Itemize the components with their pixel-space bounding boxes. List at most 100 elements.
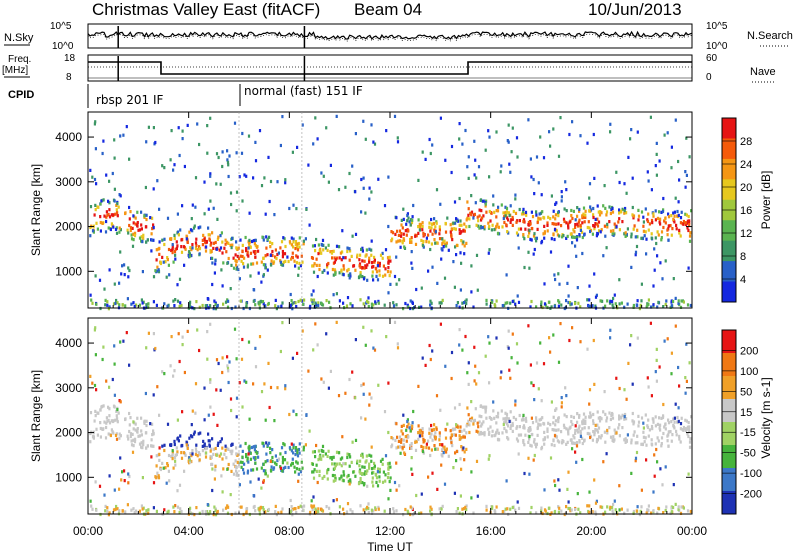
velocity-cell	[529, 426, 532, 430]
velocity-cell	[136, 416, 139, 420]
power-cell	[378, 269, 381, 273]
power-cell	[560, 199, 563, 203]
velocity-cell	[435, 394, 439, 398]
power-cell	[522, 218, 526, 222]
power-cell	[598, 213, 602, 217]
power-cell	[264, 254, 267, 258]
power-cell	[107, 199, 110, 203]
velocity-cell	[304, 443, 307, 447]
velocity-cell	[360, 383, 363, 388]
velocity-cell	[103, 420, 106, 424]
velocity-cell	[327, 467, 330, 472]
power-cell	[664, 221, 667, 225]
velocity-cell	[660, 444, 663, 448]
power-cell	[621, 220, 624, 224]
power-cell	[384, 267, 387, 271]
velocity-cell	[602, 460, 605, 464]
velocity-cell	[654, 370, 657, 374]
velocity-cell	[188, 458, 191, 462]
x-tick-label: 00:00	[677, 524, 707, 538]
velocity-cell	[435, 427, 438, 431]
velocity-cell	[559, 322, 562, 326]
velocity-cell	[106, 419, 109, 423]
power-cell	[467, 155, 470, 159]
velocity-cell	[234, 511, 237, 515]
power-cell	[126, 228, 129, 232]
power-cell	[177, 233, 180, 237]
power-cell	[405, 222, 408, 226]
velocity-cell	[182, 451, 186, 455]
velocity-cell	[389, 488, 392, 492]
velocity-cell	[584, 419, 587, 423]
power-cell	[264, 263, 267, 267]
velocity-cell	[314, 455, 317, 459]
velocity-cell	[446, 422, 449, 426]
velocity-cell	[321, 476, 324, 480]
power-cell	[621, 207, 624, 211]
velocity-cell	[543, 442, 546, 446]
velocity-cell	[686, 432, 689, 436]
velocity-cell	[503, 509, 506, 514]
power-cell	[206, 151, 209, 155]
velocity-cell	[519, 433, 523, 437]
power-cell	[560, 224, 563, 228]
power-cell	[464, 299, 467, 303]
velocity-cell	[618, 417, 621, 421]
power-cell	[537, 216, 540, 220]
power-cell	[294, 240, 298, 244]
power-cell	[583, 233, 586, 237]
power-cell	[225, 250, 228, 254]
velocity-cell	[156, 471, 159, 475]
velocity-cell	[603, 390, 606, 394]
power-cell	[376, 264, 379, 268]
velocity-cell	[489, 425, 492, 429]
power-cell	[420, 238, 423, 243]
velocity-cell	[679, 440, 682, 444]
power-cell	[689, 231, 692, 235]
power-colorbar-swatch	[722, 138, 736, 160]
velocity-cell	[157, 476, 161, 480]
velocity-cell	[384, 473, 387, 477]
velocity-cell	[466, 371, 469, 375]
power-cell	[220, 268, 223, 272]
power-cell	[169, 237, 173, 241]
velocity-cell	[495, 505, 498, 509]
velocity-cell	[131, 432, 134, 436]
velocity-cell	[310, 499, 313, 503]
power-cell	[337, 188, 341, 192]
power-cell	[222, 302, 225, 306]
power-cell	[626, 227, 629, 231]
power-cell	[248, 244, 251, 248]
power-cell	[410, 236, 413, 240]
velocity-cell	[522, 418, 525, 422]
velocity-cell	[147, 331, 150, 335]
velocity-cell	[99, 421, 102, 425]
velocity-cell	[97, 411, 100, 415]
velocity-cell	[375, 476, 379, 480]
power-cell	[574, 218, 577, 222]
velocity-colorbar-tick-label: -200	[740, 489, 762, 501]
power-cell	[157, 268, 160, 272]
velocity-cell	[643, 440, 646, 444]
velocity-cell	[581, 422, 584, 426]
velocity-cell	[487, 427, 490, 431]
power-cell	[650, 236, 653, 240]
velocity-cell	[661, 415, 665, 420]
power-cell	[320, 251, 323, 255]
power-cell	[350, 254, 353, 258]
power-cell	[487, 251, 490, 255]
power-cell	[312, 270, 316, 274]
power-cell	[235, 151, 238, 155]
power-cell	[179, 228, 182, 232]
velocity-cell	[295, 467, 298, 471]
power-cell	[591, 304, 594, 308]
power-cell	[316, 274, 319, 279]
power-cell	[377, 261, 380, 265]
power-cell	[302, 242, 305, 246]
power-cell	[107, 212, 110, 216]
power-cell	[386, 270, 390, 274]
power-cell	[565, 236, 568, 240]
velocity-cell	[608, 411, 611, 415]
power-cell	[673, 214, 676, 218]
